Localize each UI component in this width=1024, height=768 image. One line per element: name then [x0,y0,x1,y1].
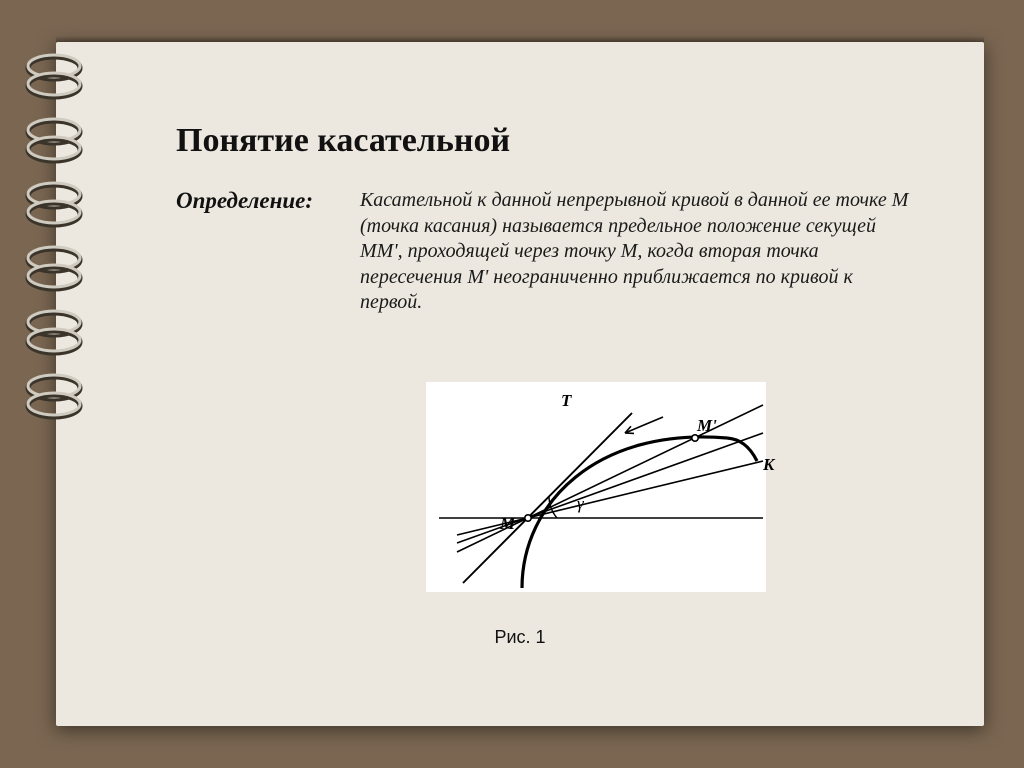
tangent-diagram [427,383,767,593]
definition-row: Определение: Касательной к данной непрер… [176,188,916,316]
diagram-label-T: T [561,391,571,411]
diagram-label-K: K [763,455,774,475]
definition-label: Определение: [176,188,356,214]
diagram-label-gamma: γ [577,494,584,514]
slide-title: Понятие касательной [176,122,916,160]
slide-page: Понятие касательной Определение: Касател… [56,42,984,726]
slide-content: Понятие касательной Определение: Касател… [176,122,916,316]
definition-text: Касательной к данной непрерывной кривой … [356,188,916,316]
figure: T M M' K γ [426,382,766,592]
figure-caption: Рис. 1 [56,627,984,648]
diagram-label-M: M [500,514,515,534]
diagram-label-M-prime: M' [697,416,717,436]
